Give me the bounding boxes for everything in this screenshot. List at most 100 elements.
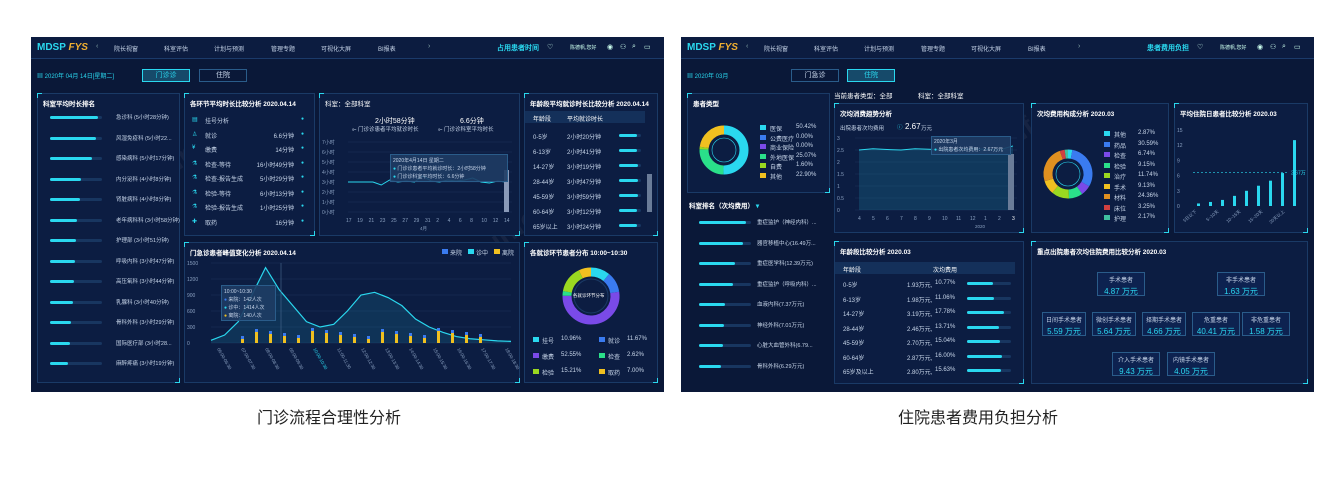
age-value: 3小时12分钟 [567, 210, 602, 216]
bar-leave [409, 336, 412, 343]
nav-item[interactable]: BI报表 [1028, 47, 1046, 53]
step-name: 缴费 [205, 148, 218, 154]
heart-icon[interactable]: ♡ [547, 44, 554, 51]
nav-item[interactable]: 科室评估 [164, 47, 189, 53]
date-picker[interactable]: ▦ 2020年 03月 [687, 74, 729, 80]
message-icon[interactable]: ▭ [1294, 44, 1301, 51]
x-tick: 7 [900, 216, 903, 222]
topic-title: 患者费用负担 [1147, 45, 1189, 52]
nav-item[interactable]: 管理专题 [271, 47, 296, 53]
y-tick: 9 [1177, 158, 1180, 164]
y-tick: 6 [1177, 174, 1180, 180]
age-bar [619, 134, 641, 137]
age-bar-fill [967, 282, 993, 285]
bar-arrive [479, 334, 482, 337]
reference-label: 2.67万 [1291, 170, 1306, 176]
donut-slice [590, 267, 610, 282]
step-value: 5小时29分钟 [259, 177, 294, 183]
date-picker[interactable]: ▦ 2020年 04月 14日[星期二] [37, 74, 115, 80]
info-icon[interactable]: ⓘ [897, 125, 903, 131]
legend-label: 缴费 [542, 355, 555, 361]
bar-arrive [241, 336, 244, 339]
age-label: 0-5岁 [843, 283, 858, 289]
nav-next-arrow[interactable]: › [428, 43, 431, 50]
nav-prev-arrow[interactable]: ‹ [96, 43, 99, 50]
bar-arrive [437, 328, 440, 331]
donut-inner-ring [1055, 161, 1081, 187]
settings-icon[interactable]: ◉ [607, 44, 614, 51]
dept-bar-fill [699, 364, 721, 368]
step-dot: ● [300, 145, 304, 151]
legend-value: 9.15% [1138, 161, 1156, 168]
legend-value: 52.55% [561, 352, 582, 358]
scrollbar[interactable] [647, 174, 652, 212]
tab-inpatient[interactable]: 住院 [847, 69, 895, 82]
legend-swatch [1104, 141, 1110, 147]
nav-prev-arrow[interactable]: ‹ [746, 43, 749, 50]
step-icon: ⚗ [192, 204, 198, 210]
bar [1269, 180, 1272, 206]
nav-item[interactable]: 科室评估 [814, 47, 839, 53]
nav-item[interactable]: BI报表 [378, 47, 396, 53]
legend-swatch [760, 134, 766, 140]
age-label: 45-59岁 [843, 341, 865, 347]
bar-arrive [269, 331, 272, 334]
dept-bar [50, 239, 102, 242]
card-title: 科室平均时长排名 [43, 101, 95, 108]
nav-item[interactable]: 可视化大屏 [321, 47, 352, 53]
bar-leave [311, 331, 314, 343]
step-name: 检查-等待 [205, 162, 231, 169]
age-label: 14-27岁 [533, 165, 555, 171]
nav-item[interactable]: 计划与预测 [864, 47, 895, 53]
step-value: 1小时25分钟 [259, 206, 294, 212]
nav-item[interactable]: 管理专题 [921, 47, 946, 53]
heart-icon[interactable]: ♡ [1197, 44, 1204, 51]
nav-item[interactable]: 可视化大屏 [971, 47, 1002, 53]
settings-icon[interactable]: ◉ [1257, 44, 1264, 51]
dept-bar-fill [50, 198, 80, 201]
tab-inpatient[interactable]: 住院 [199, 69, 247, 82]
nav-next-arrow[interactable]: › [1078, 43, 1081, 50]
dept-bar [699, 241, 751, 245]
legend-value: 2.87% [1138, 130, 1156, 136]
search-icon[interactable]: ⌕ [1282, 43, 1286, 50]
dept-bar-fill [50, 280, 74, 283]
step-name: 检查-报告生成 [205, 177, 243, 183]
age-compare-card: 年龄段平均就诊时长比较分析 2020.04.14 年龄段 平均就诊时长 0-5岁… [524, 93, 658, 236]
org-icon[interactable]: ⚇ [1270, 44, 1277, 51]
nav-item[interactable]: 院长视窗 [764, 47, 789, 53]
trend-tooltip: 2020年3月 ● 出院患者次均费用：2.67万元 [931, 136, 1011, 155]
age-cost: 2.87万元, [907, 355, 933, 362]
donut-slice [562, 270, 583, 293]
donut-slice [1068, 186, 1083, 199]
legend-label: 药品 [1114, 143, 1127, 150]
search-icon[interactable]: ⌕ [632, 43, 636, 50]
legend-label: 外地医保 [770, 155, 795, 162]
peak-tooltip: 10:00~10:30 ● 来院：142人次 ● 诊中：1414人次 ● 离院：… [221, 285, 276, 321]
org-icon[interactable]: ⚇ [620, 44, 627, 51]
x-tick: 6 [886, 216, 889, 222]
step-dot: ● [300, 130, 304, 137]
dept-bar-fill [50, 239, 76, 242]
dept-bar-fill [50, 136, 96, 140]
legend-label: 治疗 [1114, 175, 1127, 181]
age-bar-fill [619, 164, 638, 167]
legend-label: 医保 [770, 127, 783, 133]
age-bar-fill [619, 179, 638, 182]
message-icon[interactable]: ▭ [644, 44, 651, 51]
dept-filter: 科室：全部科室 [918, 93, 964, 100]
bar [1209, 201, 1212, 206]
tab-outpatient[interactable]: 门急诊 [791, 69, 839, 82]
tab-outpatient[interactable]: 门诊诊 [142, 69, 190, 82]
dept-bar [50, 341, 102, 345]
card-title: 门急诊患者峰值变化分析 2020.04.14 [190, 250, 296, 257]
age-label: 45-59岁 [533, 195, 555, 201]
dept-label: 麻醉疼痛 (3小时19分钟) [116, 361, 175, 367]
y-tick: 1 [837, 184, 840, 190]
tooltip-time: 10:00~10:30 [224, 289, 252, 295]
x-tick: 17 [346, 218, 352, 224]
age-bar [967, 354, 1011, 358]
nav-item[interactable]: 计划与预测 [214, 47, 245, 53]
dept-bar-fill [699, 303, 725, 306]
nav-item[interactable]: 院长视窗 [114, 47, 139, 53]
